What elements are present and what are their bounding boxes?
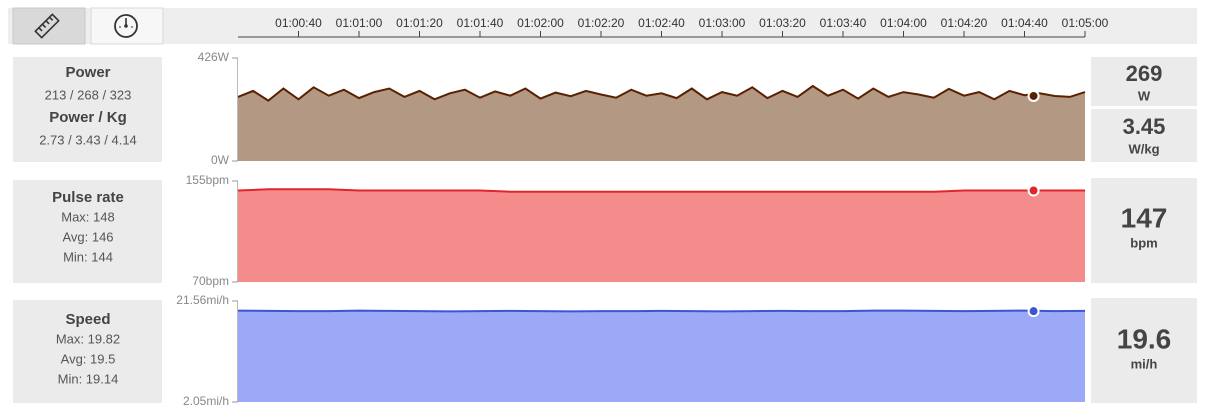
y-tick-label: 426W bbox=[198, 50, 230, 64]
area bbox=[238, 310, 1085, 402]
panel-stat: 213 / 268 / 323 bbox=[45, 87, 132, 102]
readout-value: 19.6 bbox=[1117, 323, 1172, 354]
x-tick-label: 01:01:40 bbox=[457, 16, 504, 30]
cursor-point bbox=[1027, 305, 1040, 318]
panel-stat: Min: 144 bbox=[63, 249, 113, 264]
stats-panel bbox=[13, 57, 162, 162]
ruler-button[interactable] bbox=[12, 7, 86, 45]
panel-heading: Power / Kg bbox=[49, 109, 127, 126]
x-tick-label: 01:02:40 bbox=[638, 16, 685, 30]
panel-heading: Power bbox=[65, 64, 110, 81]
x-tick-label: 01:03:00 bbox=[699, 16, 746, 30]
line bbox=[237, 188, 1085, 193]
readout-value: 3.45 bbox=[1123, 114, 1166, 139]
readout-panel bbox=[1091, 178, 1197, 283]
panel-stat: Avg: 19.5 bbox=[61, 351, 116, 366]
readout-unit: W/kg bbox=[1128, 141, 1159, 156]
panel-stat: 2.73 / 3.43 / 4.14 bbox=[39, 132, 137, 147]
y-tick-label: 21.56mi/h bbox=[176, 293, 229, 307]
toolbar bbox=[8, 8, 1197, 44]
panel-stat: Avg: 146 bbox=[62, 229, 113, 244]
readout-unit: bpm bbox=[1130, 235, 1157, 250]
y-tick-label: 2.05mi/h bbox=[183, 394, 229, 408]
x-tick-label: 01:05:00 bbox=[1062, 16, 1109, 30]
panel-heading: Speed bbox=[65, 311, 110, 328]
readout-value: 147 bbox=[1121, 202, 1168, 233]
line bbox=[237, 309, 1086, 313]
x-tick-label: 01:04:00 bbox=[880, 16, 927, 30]
line bbox=[237, 84, 1086, 102]
x-tick-label: 01:02:00 bbox=[517, 16, 564, 30]
panel-stat: Max: 19.82 bbox=[56, 331, 120, 346]
cursor-point bbox=[1027, 89, 1040, 102]
x-tick-label: 01:03:40 bbox=[820, 16, 867, 30]
readout-value: 269 bbox=[1126, 61, 1163, 86]
area bbox=[238, 189, 1085, 282]
y-tick-label: 70bpm bbox=[192, 274, 229, 288]
y-tick-label: 155bpm bbox=[186, 173, 229, 187]
panel-stat: Max: 148 bbox=[61, 209, 114, 224]
readout-unit: mi/h bbox=[1131, 356, 1158, 371]
cursor-point bbox=[1027, 184, 1040, 197]
readout-panel bbox=[1091, 57, 1197, 106]
x-tick-label: 01:01:00 bbox=[336, 16, 383, 30]
y-tick-label: 0W bbox=[211, 153, 230, 167]
x-tick-label: 01:03:20 bbox=[759, 16, 806, 30]
x-tick-label: 01:04:40 bbox=[1001, 16, 1048, 30]
readout-panel bbox=[1091, 109, 1197, 162]
panel-heading: Pulse rate bbox=[52, 189, 124, 206]
readout-panel bbox=[1091, 298, 1197, 403]
stats-panel bbox=[13, 300, 162, 403]
gauge-button[interactable] bbox=[90, 7, 164, 45]
panel-stat: Min: 19.14 bbox=[58, 371, 119, 386]
x-tick-label: 01:01:20 bbox=[396, 16, 443, 30]
area bbox=[238, 86, 1085, 161]
readout-unit: W bbox=[1138, 88, 1151, 103]
x-tick-label: 01:04:20 bbox=[941, 16, 988, 30]
stats-panel bbox=[13, 180, 162, 283]
x-tick-label: 01:00:40 bbox=[275, 16, 322, 30]
x-tick-label: 01:02:20 bbox=[578, 16, 625, 30]
